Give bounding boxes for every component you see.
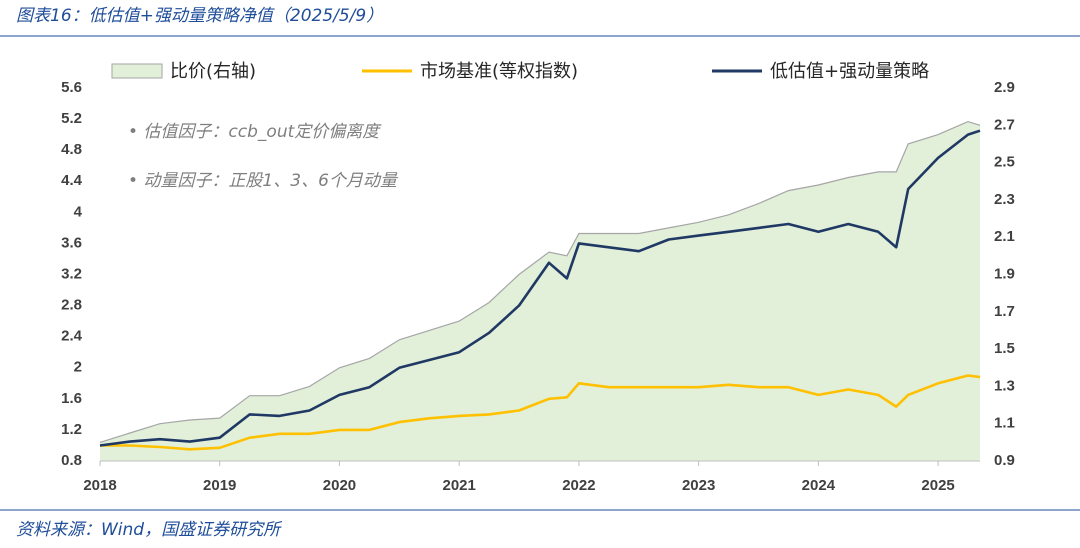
y2-tick-label: 1.9	[994, 265, 1015, 282]
x-tick-label: 2022	[562, 477, 595, 494]
legend-label: 低估值+强动量策略	[770, 61, 929, 82]
y-tick-label: 4	[74, 203, 83, 220]
source: 资料来源：Wind，国盛证券研究所	[16, 520, 283, 540]
y-tick-label: 3.6	[61, 234, 82, 251]
legend-label: 市场基准(等权指数)	[420, 61, 578, 82]
annotation: • 估值因子：ccb_out定价偏离度	[128, 122, 382, 142]
y-tick-label: 5.2	[61, 110, 82, 127]
x-tick-label: 2020	[323, 477, 356, 494]
y-tick-label: 5.6	[61, 79, 82, 96]
y-tick-label: 2	[74, 359, 82, 376]
y2-tick-label: 1.5	[994, 340, 1015, 357]
y-tick-label: 2.4	[61, 328, 83, 345]
x-tick-label: 2019	[203, 477, 236, 494]
y2-tick-label: 2.5	[994, 154, 1015, 171]
y2-tick-label: 2.1	[994, 228, 1015, 245]
legend-label: 比价(右轴)	[170, 61, 256, 82]
area-edge	[99, 120, 981, 443]
y2-tick-label: 1.1	[994, 415, 1015, 432]
y-tick-label: 4.8	[61, 141, 82, 158]
x-tick-label: 2024	[802, 477, 836, 494]
annotation: • 动量因子：正股1、3、6个月动量	[128, 171, 399, 191]
y2-tick-label: 2.9	[994, 79, 1015, 96]
y2-tick-label: 0.9	[994, 452, 1015, 469]
y2-tick-label: 1.7	[994, 303, 1015, 320]
x-tick-label: 2021	[442, 477, 475, 494]
y-tick-label: 0.8	[61, 452, 82, 469]
x-tick-label: 2025	[921, 477, 954, 494]
y-tick-label: 4.4	[61, 172, 83, 189]
y-tick-label: 1.6	[61, 390, 82, 407]
line	[100, 374, 981, 451]
line	[99, 129, 981, 447]
chart-title: 图表16：低估值+强动量策略净值（2025/5/9）	[16, 6, 383, 26]
legend-swatch	[111, 63, 163, 79]
area	[100, 121, 980, 461]
x-tick-label: 2018	[83, 477, 116, 494]
y2-tick-label: 2.3	[994, 191, 1015, 208]
y2-tick-label: 1.3	[994, 377, 1015, 394]
y-tick-label: 3.2	[61, 265, 82, 282]
y-tick-label: 2.8	[61, 297, 82, 314]
y-tick-label: 1.2	[61, 421, 82, 438]
x-tick-label: 2023	[682, 477, 715, 494]
y2-tick-label: 2.7	[994, 116, 1015, 133]
